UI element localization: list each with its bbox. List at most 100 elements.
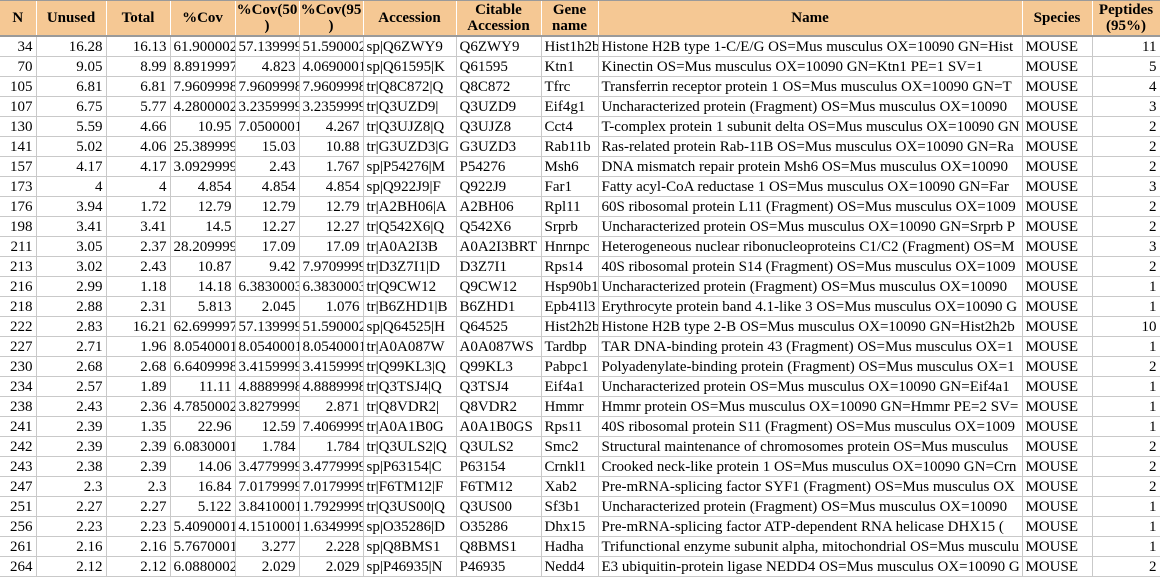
cell-cov95[interactable]: 3.4159999 <box>299 356 364 377</box>
cell-total[interactable]: 2.23 <box>106 516 171 537</box>
cell-cov95[interactable]: 1.767 <box>299 156 364 177</box>
cell-accession[interactable]: tr|D3Z7I1|D <box>363 256 457 277</box>
cell-accession[interactable]: tr|B6ZHD1|B <box>363 296 457 317</box>
cell-name[interactable]: Fatty acyl-CoA reductase 1 OS=Mus muscul… <box>598 176 1023 197</box>
cell-cov50[interactable]: 7.0179999 <box>235 476 300 497</box>
cell-accession[interactable]: sp|P46935|N <box>363 556 457 577</box>
cell-species[interactable]: MOUSE <box>1022 116 1093 137</box>
cell-cov[interactable]: 16.84 <box>170 476 236 497</box>
cell-cov50[interactable]: 8.0540001 <box>235 336 300 357</box>
cell-n[interactable]: 105 <box>0 76 37 97</box>
cell-unused[interactable]: 2.99 <box>36 276 107 297</box>
cell-unused[interactable]: 6.75 <box>36 96 107 117</box>
cell-gene[interactable]: Eif4a1 <box>541 376 599 397</box>
cell-gene[interactable]: Far1 <box>541 176 599 197</box>
cell-cov50[interactable]: 6.3830003 <box>235 276 300 297</box>
cell-peptides[interactable]: 11 <box>1092 36 1160 57</box>
cell-total[interactable]: 1.96 <box>106 336 171 357</box>
cell-n[interactable]: 243 <box>0 456 37 477</box>
cell-species[interactable]: MOUSE <box>1022 136 1093 157</box>
cell-peptides[interactable]: 2 <box>1092 476 1160 497</box>
cell-peptides[interactable]: 2 <box>1092 556 1160 577</box>
cell-cov95[interactable]: 3.2359999 <box>299 96 364 117</box>
cell-gene[interactable]: Smc2 <box>541 436 599 457</box>
cell-gene[interactable]: Xab2 <box>541 476 599 497</box>
cell-peptides[interactable]: 4 <box>1092 76 1160 97</box>
cell-peptides[interactable]: 2 <box>1092 156 1160 177</box>
cell-cov95[interactable]: 7.9709999 <box>299 256 364 277</box>
cell-cov95[interactable]: 7.4069999 <box>299 416 364 437</box>
cell-unused[interactable]: 2.88 <box>36 296 107 317</box>
cell-name[interactable]: Uncharacterized protein OS=Mus musculus … <box>598 216 1023 237</box>
cell-gene[interactable]: Sf3b1 <box>541 496 599 517</box>
cell-cov95[interactable]: 7.9609998 <box>299 76 364 97</box>
cell-accession[interactable]: tr|Q3TSJ4|Q <box>363 376 457 397</box>
cell-cov50[interactable]: 7.0500001 <box>235 116 300 137</box>
cell-citable[interactable]: Q64525 <box>456 316 542 337</box>
cell-cov95[interactable]: 1.784 <box>299 436 364 457</box>
cell-citable[interactable]: P63154 <box>456 456 542 477</box>
cell-cov95[interactable]: 17.09 <box>299 236 364 257</box>
cell-gene[interactable]: Hadha <box>541 536 599 557</box>
cell-cov95[interactable]: 7.0179999 <box>299 476 364 497</box>
cell-n[interactable]: 213 <box>0 256 37 277</box>
cell-total[interactable]: 16.13 <box>106 36 171 57</box>
cell-gene[interactable]: Epb41l3 <box>541 296 599 317</box>
cell-n[interactable]: 241 <box>0 416 37 437</box>
cell-citable[interactable]: Q8BMS1 <box>456 536 542 557</box>
cell-unused[interactable]: 2.71 <box>36 336 107 357</box>
cell-cov[interactable]: 5.4090001 <box>170 516 236 537</box>
cell-cov[interactable]: 28.209999 <box>170 236 236 257</box>
cell-gene[interactable]: Crnkl1 <box>541 456 599 477</box>
cell-name[interactable]: Crooked neck-like protein 1 OS=Mus muscu… <box>598 456 1023 477</box>
cell-gene[interactable]: Tardbp <box>541 336 599 357</box>
cell-species[interactable]: MOUSE <box>1022 56 1093 77</box>
cell-n[interactable]: 242 <box>0 436 37 457</box>
cell-peptides[interactable]: 3 <box>1092 96 1160 117</box>
cell-name[interactable]: Structural maintenance of chromosomes pr… <box>598 436 1023 457</box>
cell-total[interactable]: 3.41 <box>106 216 171 237</box>
cell-name[interactable]: Pre-mRNA-splicing factor ATP-dependent R… <box>598 516 1023 537</box>
cell-cov[interactable]: 11.11 <box>170 376 236 397</box>
cell-gene[interactable]: Nedd4 <box>541 556 599 577</box>
cell-name[interactable]: Uncharacterized protein OS=Mus musculus … <box>598 376 1023 397</box>
cell-species[interactable]: MOUSE <box>1022 76 1093 97</box>
cell-unused[interactable]: 3.02 <box>36 256 107 277</box>
cell-name[interactable]: Histone H2B type 1-C/E/G OS=Mus musculus… <box>598 36 1023 57</box>
cell-gene[interactable]: Rab11b <box>541 136 599 157</box>
cell-total[interactable]: 2.39 <box>106 456 171 477</box>
cell-cov50[interactable]: 12.59 <box>235 416 300 437</box>
cell-peptides[interactable]: 1 <box>1092 336 1160 357</box>
cell-cov95[interactable]: 4.854 <box>299 176 364 197</box>
cell-name[interactable]: 40S ribosomal protein S11 (Fragment) OS=… <box>598 416 1023 437</box>
cell-cov50[interactable]: 12.79 <box>235 196 300 217</box>
cell-name[interactable]: 60S ribosomal protein L11 (Fragment) OS=… <box>598 196 1023 217</box>
cell-unused[interactable]: 2.16 <box>36 536 107 557</box>
cell-cov95[interactable]: 51.590002 <box>299 316 364 337</box>
cell-citable[interactable]: Q8VDR2 <box>456 396 542 417</box>
cell-n[interactable]: 230 <box>0 356 37 377</box>
cell-cov95[interactable]: 3.4779999 <box>299 456 364 477</box>
cell-unused[interactable]: 2.43 <box>36 396 107 417</box>
cell-total[interactable]: 8.99 <box>106 56 171 77</box>
cell-name[interactable]: TAR DNA-binding protein 43 (Fragment) OS… <box>598 336 1023 357</box>
cell-cov50[interactable]: 3.4159999 <box>235 356 300 377</box>
cell-peptides[interactable]: 1 <box>1092 276 1160 297</box>
cell-accession[interactable]: tr|Q8VDR2| <box>363 396 457 417</box>
cell-accession[interactable]: tr|Q3UZD9| <box>363 96 457 117</box>
cell-cov95[interactable]: 4.267 <box>299 116 364 137</box>
cell-cov[interactable]: 10.95 <box>170 116 236 137</box>
cell-accession[interactable]: tr|Q3ULS2|Q <box>363 436 457 457</box>
cell-unused[interactable]: 2.39 <box>36 416 107 437</box>
cell-species[interactable]: MOUSE <box>1022 536 1093 557</box>
cell-cov[interactable]: 8.0540001 <box>170 336 236 357</box>
cell-unused[interactable]: 6.81 <box>36 76 107 97</box>
cell-cov[interactable]: 14.06 <box>170 456 236 477</box>
cell-cov[interactable]: 5.813 <box>170 296 236 317</box>
cell-total[interactable]: 2.12 <box>106 556 171 577</box>
cell-cov[interactable]: 12.79 <box>170 196 236 217</box>
cell-name[interactable]: Kinectin OS=Mus musculus OX=10090 GN=Ktn… <box>598 56 1023 77</box>
cell-unused[interactable]: 16.28 <box>36 36 107 57</box>
cell-cov95[interactable]: 1.7929999 <box>299 496 364 517</box>
column-header-cov95[interactable]: %Cov(95 ) <box>299 1 364 37</box>
